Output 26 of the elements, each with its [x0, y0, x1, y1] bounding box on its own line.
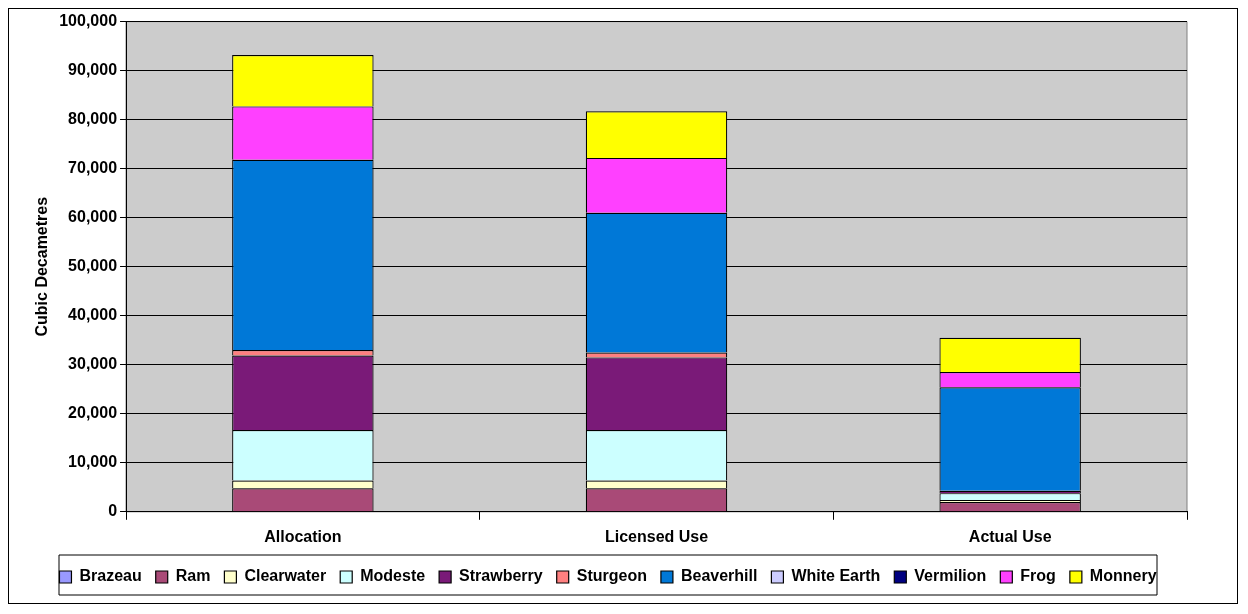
- legend-label: Brazeau: [79, 567, 142, 585]
- y-tick-label: 100,000: [59, 12, 118, 30]
- x-tick-label: Licensed Use: [604, 527, 709, 545]
- y-tick-label: 70,000: [68, 159, 118, 177]
- legend-label: Monnery: [1089, 567, 1157, 585]
- y-axis-title: Cubic Decametres: [33, 196, 51, 337]
- legend-label: Ram: [175, 567, 211, 585]
- y-tick-label: 90,000: [68, 61, 118, 79]
- legend-label: White Earth: [791, 567, 881, 585]
- legend-label: Vermilion: [914, 567, 987, 585]
- y-tick-label: 50,000: [68, 257, 118, 275]
- y-tick-label: 0: [108, 502, 118, 520]
- x-tick-label: Actual Use: [968, 527, 1052, 545]
- y-tick-label: 30,000: [68, 355, 118, 373]
- x-tick-label: Allocation: [264, 527, 342, 545]
- y-tick-label: 80,000: [68, 110, 118, 128]
- y-tick-label: 60,000: [68, 208, 118, 226]
- legend-label: Sturgeon: [576, 567, 647, 585]
- y-tick-label: 10,000: [68, 453, 118, 471]
- y-tick-label: 40,000: [68, 306, 118, 324]
- y-tick-label: 20,000: [68, 404, 118, 422]
- legend-label: Clearwater: [244, 567, 327, 585]
- legend-label: Frog: [1020, 567, 1056, 585]
- legend-label: Modeste: [360, 567, 426, 585]
- legend-label: Beaverhill: [680, 567, 758, 585]
- legend-label: Strawberry: [459, 567, 543, 585]
